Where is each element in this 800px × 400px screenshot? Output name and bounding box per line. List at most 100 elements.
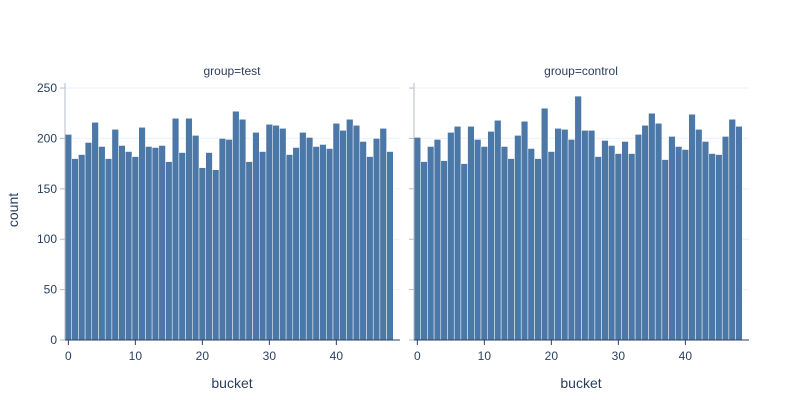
bar (112, 129, 119, 340)
bar (695, 129, 702, 340)
bar (615, 154, 622, 340)
bar (105, 159, 112, 340)
bar (273, 125, 280, 340)
bar (548, 152, 555, 340)
bar (333, 123, 340, 340)
bar (575, 96, 582, 340)
bar (293, 148, 300, 340)
bar (561, 129, 568, 340)
bar (414, 137, 421, 340)
bar (535, 159, 542, 340)
bar (588, 130, 595, 340)
bar (669, 136, 676, 340)
x-tick-label: 20 (196, 349, 210, 363)
bar (380, 128, 387, 340)
bar (628, 154, 635, 340)
bar (78, 155, 85, 340)
bar (622, 141, 629, 340)
bar (119, 145, 126, 340)
bar (212, 170, 219, 340)
facet-title-test: group=test (203, 64, 261, 78)
y-tick-label: 250 (37, 81, 57, 95)
x-tick-label: 40 (679, 349, 693, 363)
bar (166, 162, 173, 340)
bar (662, 160, 669, 340)
bar (468, 126, 475, 340)
bar (125, 152, 132, 340)
bar (360, 141, 367, 340)
bar (608, 145, 615, 340)
bar (286, 155, 293, 340)
bar (132, 157, 139, 340)
bar (722, 136, 729, 340)
y-tick-label: 150 (37, 182, 57, 196)
bar (186, 118, 193, 340)
bar (642, 125, 649, 340)
bar (306, 137, 313, 340)
bar (179, 153, 186, 340)
bar (461, 164, 468, 340)
bar (239, 119, 246, 340)
bar (346, 119, 353, 340)
bar (253, 132, 260, 340)
x-tick-label: 0 (414, 349, 421, 363)
y-axis-title: count (5, 193, 21, 227)
y-tick-label: 100 (37, 232, 57, 246)
bar (199, 168, 206, 340)
bar (434, 139, 441, 340)
x-tick-label: 20 (545, 349, 559, 363)
bar (427, 146, 434, 340)
bar (474, 139, 481, 340)
x-tick-label: 10 (129, 349, 143, 363)
bar (541, 108, 548, 340)
bar (488, 131, 495, 340)
bar (635, 134, 642, 340)
bar (340, 130, 347, 340)
bar (99, 146, 106, 340)
facet-title-control: group=control (544, 64, 618, 78)
bar (508, 159, 515, 340)
bar (649, 113, 656, 340)
bar (266, 124, 273, 340)
bar (226, 139, 233, 340)
bar (353, 125, 360, 340)
bar (501, 146, 508, 340)
bar (602, 140, 609, 340)
bar (159, 145, 166, 340)
bar (152, 148, 159, 340)
bar (172, 118, 179, 340)
x-tick-label: 30 (612, 349, 626, 363)
bar (582, 130, 589, 340)
bar (441, 161, 448, 340)
bar (481, 146, 488, 340)
bar (320, 144, 327, 340)
bar (555, 128, 562, 340)
bar (206, 153, 213, 340)
bar (300, 132, 307, 340)
bar (72, 159, 79, 340)
bar (736, 126, 743, 340)
bar (709, 154, 716, 340)
y-tick-label: 200 (37, 131, 57, 145)
x-axis-title-left: bucket (211, 375, 252, 391)
bar (729, 119, 736, 340)
bar (595, 157, 602, 340)
x-axis-title-right: bucket (560, 375, 601, 391)
bar (259, 152, 266, 340)
bar (454, 126, 461, 340)
bar (279, 128, 286, 340)
x-tick-label: 40 (330, 349, 344, 363)
bar (65, 134, 72, 340)
bar (716, 155, 723, 340)
bar (494, 120, 501, 340)
bar (702, 141, 709, 340)
x-tick-label: 0 (65, 349, 72, 363)
x-tick-label: 30 (263, 349, 277, 363)
bar (515, 135, 522, 340)
bar (373, 138, 380, 340)
bar (246, 162, 253, 340)
y-tick-label: 50 (44, 283, 58, 297)
bar (448, 132, 455, 340)
bar (675, 146, 682, 340)
